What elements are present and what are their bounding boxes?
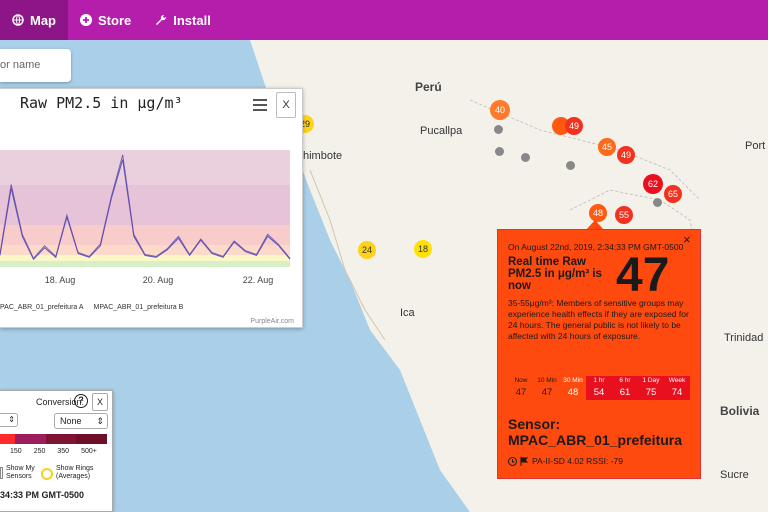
scale-tick: 350 [57,448,70,455]
sensor-marker[interactable]: 65 [664,185,682,203]
sensor-marker[interactable]: 40 [490,100,510,120]
scale-ticks: 150 250 350 500+ [10,448,110,455]
avg-now: Now 47 [514,377,528,398]
chart-title: Raw PM2.5 in μg/m³ [20,94,183,112]
pm25-chart: 18. Aug 20. Aug 22. Aug [0,150,291,285]
nav-store[interactable]: Store [68,0,143,40]
x-tick-label: 18. Aug [45,275,76,285]
popup-meta-text: PA-II-SD 4.02 RSSI: -79 [532,456,624,466]
nav-install-label: Install [173,12,211,28]
avg-30min: 30 Min 48 [563,377,583,398]
scale-tick: 150 [10,448,22,455]
legend-series-a[interactable]: PAC_ABR_01_prefeitura A [0,304,84,311]
flag-icon [520,456,529,466]
nav-store-label: Store [98,12,132,28]
place-peru: Perú [415,80,442,94]
scale-tick: 250 [33,448,46,455]
legend-series-b[interactable]: MPAC_ABR_01_prefeitura B [93,304,184,311]
popup-arrow [586,220,604,230]
nav-map-label: Map [30,12,56,28]
place-pucallpa: Pucallpa [420,125,463,137]
sensor-marker[interactable] [653,198,662,207]
clock-icon [508,456,517,466]
place-port: Port [745,140,766,152]
sensor-marker[interactable]: 49 [617,146,635,164]
show-rings-label: Show Rings (Averages) [56,465,94,480]
popup-label: Real time Raw PM2.5 in μg/m³ is now [508,256,602,292]
chart-legend: PAC_ABR_01_prefeitura A MPAC_ABR_01_pref… [0,304,183,311]
sensor-marker[interactable] [521,153,530,162]
avg-week: Week 74 [664,376,690,400]
rings-circle-icon[interactable] [41,468,53,480]
place-ica: Ica [400,307,415,319]
sensor-marker[interactable]: 24 [358,241,376,259]
popup-sensor-label: Sensor: [508,416,561,432]
avg-10min: 10 Min 47 [537,377,557,398]
hamburger-menu-icon[interactable] [253,99,267,114]
averages-table: Now 47 10 Min 47 30 Min 48 1 hr 54 6 hr 61 1 … [508,376,690,400]
place-chimbote: himbote [303,150,343,162]
chevron-updown-icon: ⇕ [96,416,104,426]
chart-credit[interactable]: PurpleAir.com [250,318,294,325]
popup-value: 47 [616,249,670,302]
series-line-1 [0,154,291,260]
top-nav: Map Store Install [0,0,768,40]
series-line-0 [0,159,291,261]
color-scale [0,434,108,444]
avg-1hr: 1 hr 54 [586,376,612,400]
nav-install[interactable]: Install [143,0,223,40]
control-time: 34:33 PM GMT-0500 [0,490,85,500]
popup-sensor-name: MPAC_ABR_01_prefeitura [508,432,683,448]
chart-close-button[interactable]: X [276,92,296,118]
place-trinidad: Trinidad [724,332,764,344]
avg-1day: 1 Day 75 [638,376,664,400]
x-tick-label: 22. Aug [243,275,274,285]
popup-description: 35-55μg/m³: Members of sensitive groups … [508,298,689,341]
sensor-marker[interactable]: 45 [598,138,616,156]
conversion-value: None [60,416,82,426]
globe-icon [12,14,24,26]
sensor-marker[interactable] [494,125,503,134]
plus-circle-icon [80,14,92,26]
nav-map[interactable]: Map [0,0,68,40]
sensor-marker[interactable]: 55 [615,206,633,224]
sensor-marker[interactable]: 48 [589,204,607,222]
avg-6hr: 6 hr 61 [612,376,638,400]
show-my-sensors-checkbox[interactable] [0,467,3,479]
sensor-marker[interactable] [566,161,575,170]
conversion-select[interactable]: None ⇕ [54,413,108,429]
popup-date: On August 22nd, 2019, 2:34:33 PM GMT-050… [508,242,684,252]
control-close-button[interactable]: X [92,393,108,411]
popup-meta: PA-II-SD 4.02 RSSI: -79 [508,456,623,466]
wrench-icon [156,14,167,25]
layer-select[interactable]: ⇕ [0,413,18,427]
sensor-marker[interactable] [495,147,504,156]
show-my-sensors-label: Show My Sensors [6,465,35,480]
place-bolivia: Bolivia [720,404,760,418]
scale-tick: 500+ [81,448,97,455]
search-input[interactable]: or name [0,49,71,82]
search-placeholder: or name [0,59,41,71]
sensor-marker[interactable]: 18 [414,240,432,258]
x-tick-label: 20. Aug [143,275,174,285]
help-icon[interactable]: ? [74,394,88,408]
conversion-label: Conversion: [36,397,85,407]
chart-panel: Raw PM2.5 in μg/m³ X 18. Aug 20. Aug 22. A… [0,88,303,328]
sensor-popup: On August 22nd, 2019, 2:34:33 PM GMT-050… [497,229,701,479]
popup-close-icon[interactable]: × [683,232,691,247]
place-sucre: Sucre [720,469,749,481]
sensor-marker[interactable]: 49 [565,117,583,135]
control-panel: Conversion: ? X ⇕ None ⇕ 150 250 350 500… [0,390,113,512]
sensor-marker[interactable]: 62 [643,174,663,194]
